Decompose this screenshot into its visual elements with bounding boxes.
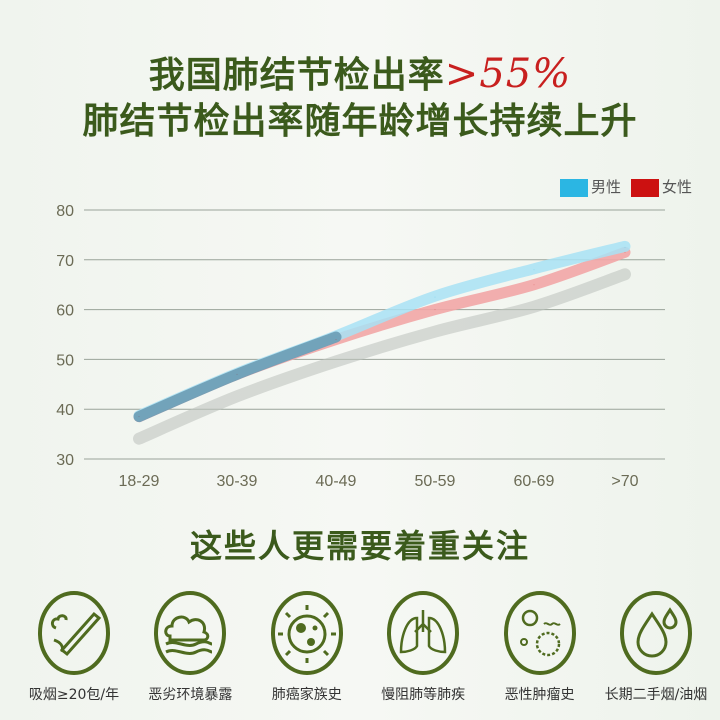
data-point — [434, 296, 436, 298]
subtitle: 这些人更需要着重关注 — [189, 527, 530, 565]
risk-group-item: 肺癌家族史 — [253, 588, 361, 704]
data-point — [335, 336, 337, 338]
risk-group-item: 慢阻肺等肺疾 — [369, 588, 477, 704]
data-point — [236, 373, 238, 375]
legend-label: 女性 — [661, 178, 692, 196]
lungs-icon — [387, 591, 460, 675]
line-shadow — [133, 268, 631, 445]
risk-group-item: 长期二手烟/油烟 — [602, 588, 710, 704]
risk-group-label: 长期二手烟/油烟 — [604, 687, 708, 703]
cancer-cell-icon — [270, 591, 343, 675]
data-point — [138, 416, 140, 418]
title-text: 我国肺结节检出率 — [148, 55, 445, 96]
legend-female: 女性 — [630, 176, 692, 197]
legend-male: 男性 — [559, 176, 621, 197]
y-tick-label: 60 — [56, 303, 74, 320]
series-overlap — [133, 331, 342, 423]
x-tick-label: >70 — [611, 473, 638, 490]
x-tick-label: 60-69 — [514, 473, 555, 490]
legend: 男性 女性 — [559, 176, 692, 197]
data-point — [533, 269, 535, 271]
series-line-female — [133, 246, 631, 423]
y-tick-label: 40 — [56, 402, 74, 419]
x-tick-label: 50-59 — [415, 473, 456, 490]
y-tick-label: 80 — [56, 203, 74, 220]
risk-group-item: 吸烟≥20包/年 — [20, 588, 128, 704]
y-tick-label: 70 — [56, 253, 74, 270]
oil-drops-icon — [619, 591, 692, 675]
risk-group-list: 吸烟≥20包/年 恶劣环境暴露 肺癌家族史 慢阻肺等肺疾 恶性肿瘤史 长期二手烟/油烟 — [20, 588, 710, 704]
data-point — [624, 251, 626, 253]
risk-group-label: 慢阻肺等肺疾 — [381, 687, 466, 703]
title-line-2: 肺结节检出率随年龄增长持续上升 — [82, 101, 638, 142]
title-line-1: 我国肺结节检出率>55% — [0, 52, 720, 98]
data-point — [624, 246, 626, 248]
data-point — [533, 284, 535, 286]
data-point — [335, 338, 337, 340]
risk-group-item: 恶劣环境暴露 — [136, 588, 244, 704]
x-tick-label: 30-39 — [217, 473, 258, 490]
risk-group-label: 吸烟≥20包/年 — [28, 687, 120, 703]
legend-label: 男性 — [590, 178, 621, 196]
risk-group-label: 恶性肿瘤史 — [504, 687, 575, 703]
data-point — [138, 416, 140, 418]
x-tick-label: 40-49 — [316, 473, 357, 490]
polluted-cloud-icon — [154, 591, 227, 675]
tumor-cells-icon — [503, 591, 576, 675]
data-point — [236, 373, 238, 375]
data-point — [434, 309, 436, 311]
y-tick-label: 50 — [56, 352, 74, 369]
risk-group-label: 恶劣环境暴露 — [148, 687, 233, 703]
title-accent: >55% — [444, 51, 572, 97]
smoking-icon — [38, 591, 110, 675]
risk-group-item: 恶性肿瘤史 — [486, 588, 594, 704]
x-tick-label: 18-29 — [119, 473, 160, 490]
risk-group-label: 肺癌家族史 — [271, 687, 342, 703]
line-chart: 30 40 50 60 70 80 18-29 30-39 40-49 50-59 60-69 >70 — [56, 203, 665, 490]
y-tick-label: 30 — [56, 452, 74, 469]
